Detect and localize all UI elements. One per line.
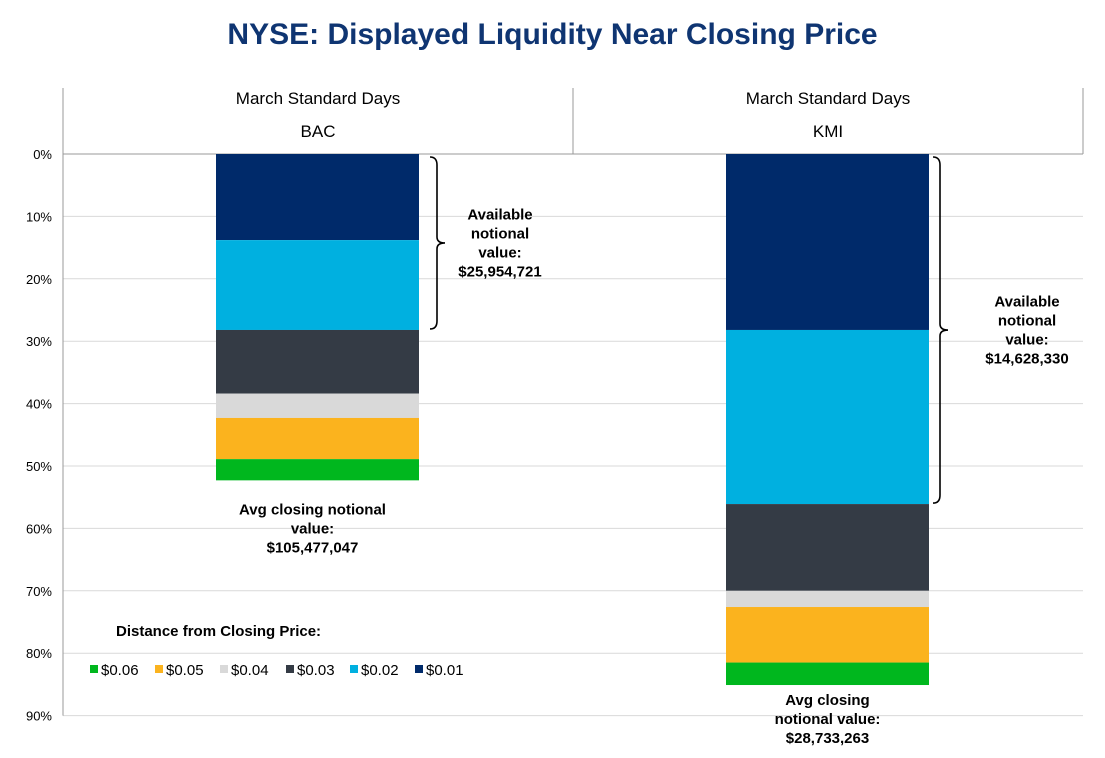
legend-label: $0.01 — [426, 662, 464, 679]
bar-segment — [726, 590, 929, 608]
avg-closing-notional-label: Avg closing — [785, 692, 869, 709]
avg-closing-notional-label: value: — [291, 520, 334, 537]
available-notional-label: notional — [471, 225, 529, 242]
column-headers: March Standard Days BAC March Standard Day… — [236, 88, 1084, 154]
avg-closing-notional-label: $28,733,263 — [786, 730, 869, 747]
brace — [429, 156, 446, 330]
legend-label: $0.05 — [166, 662, 204, 679]
available-notional-label: value: — [478, 244, 521, 261]
bar-segment — [726, 607, 929, 663]
y-tick-label: 80% — [26, 646, 52, 661]
column-ticker-label: KMI — [813, 122, 843, 141]
y-tick-label: 40% — [26, 397, 52, 412]
legend-swatch — [350, 665, 358, 673]
brace — [932, 156, 949, 504]
bar-segment — [216, 417, 419, 460]
legend-label: $0.03 — [297, 662, 335, 679]
bar-segment — [726, 154, 929, 330]
column-ticker-label: BAC — [301, 122, 336, 141]
column-period-label: March Standard Days — [236, 89, 400, 108]
legend-title: Distance from Closing Price: — [116, 623, 321, 640]
available-notional-label: Available — [467, 206, 532, 223]
stacked-bars — [216, 154, 929, 686]
legend-swatch — [286, 665, 294, 673]
legend: Distance from Closing Price: $0.06 $0.05 $0… — [90, 623, 464, 679]
legend-label: $0.04 — [231, 662, 269, 679]
bar-segment — [726, 662, 929, 686]
bar-segment — [216, 154, 419, 241]
bar-segment — [216, 329, 419, 394]
y-tick-label: 20% — [26, 272, 52, 287]
bar-segment — [216, 393, 419, 418]
y-tick-label: 90% — [26, 709, 52, 724]
bar-segment — [216, 240, 419, 330]
bar-segment — [726, 504, 929, 591]
available-notional-label: notional — [998, 313, 1056, 330]
bar-segment — [726, 329, 929, 505]
column-period-label: March Standard Days — [746, 89, 910, 108]
avg-closing-notional-label: notional value: — [775, 711, 881, 728]
legend-swatch — [90, 665, 98, 673]
y-tick-label: 50% — [26, 459, 52, 474]
bar-segment — [216, 459, 419, 481]
available-notional-label: $25,954,721 — [458, 263, 541, 280]
y-tick-label: 60% — [26, 521, 52, 536]
available-notional-label: $14,628,330 — [985, 351, 1068, 368]
y-tick-label: 30% — [26, 334, 52, 349]
legend-swatch — [155, 665, 163, 673]
legend-label: $0.06 — [101, 662, 139, 679]
avg-closing-notional-label: Avg closing notional — [239, 501, 386, 518]
legend-label: $0.02 — [361, 662, 399, 679]
legend-swatch — [415, 665, 423, 673]
chart-title: NYSE: Displayed Liquidity Near Closing P… — [227, 18, 878, 51]
y-tick-label: 10% — [26, 209, 52, 224]
annotations: Available notional value: $25,954,721 Availa… — [239, 156, 1069, 747]
y-tick-label: 70% — [26, 584, 52, 599]
avg-closing-notional-label: $105,477,047 — [267, 539, 359, 556]
available-notional-label: value: — [1005, 332, 1048, 349]
y-tick-label: 0% — [33, 147, 52, 162]
legend-swatch — [220, 665, 228, 673]
available-notional-label: Available — [994, 294, 1059, 311]
